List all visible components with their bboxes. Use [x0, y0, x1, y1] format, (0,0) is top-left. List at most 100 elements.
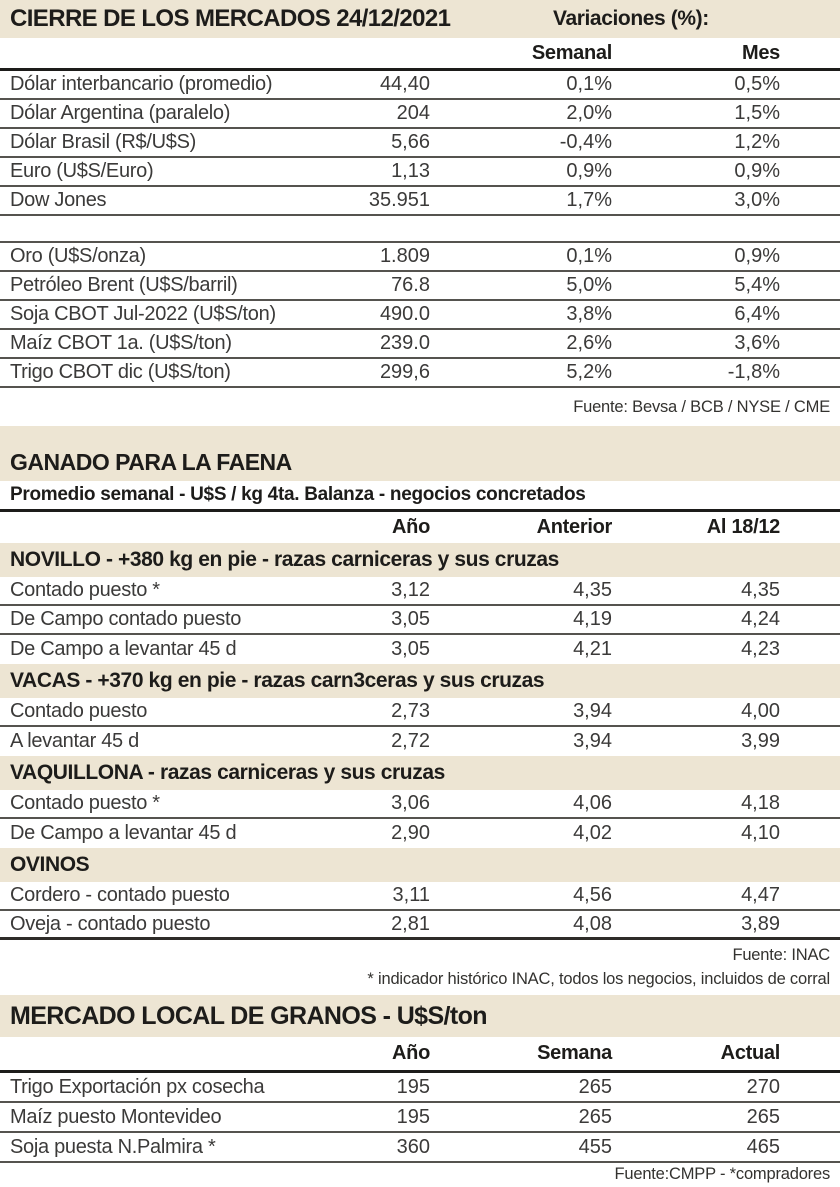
- row-semanal: 2,6%: [566, 332, 612, 354]
- row-label: Cordero - contado puesto: [10, 884, 230, 906]
- row-label: Dólar interbancario (promedio): [10, 73, 273, 95]
- ganado-source: Fuente: INAC: [732, 946, 830, 964]
- table-row: Trigo Exportación px cosecha 195 265 270: [0, 1073, 840, 1103]
- row-value: 5,66: [391, 131, 430, 153]
- row-label: De Campo a levantar 45 d: [10, 638, 237, 660]
- row-actual: 465: [746, 1135, 780, 1158]
- row-ano: 195: [396, 1105, 430, 1128]
- column-header-al1812: Al 18/12: [706, 516, 781, 538]
- row-al1812: 4,00: [741, 700, 780, 722]
- table-row: Cordero - contado puesto 3,11 4,56 4,47: [0, 882, 840, 911]
- granos-title: MERCADO LOCAL DE GRANOS - U$S/ton: [10, 1001, 488, 1030]
- row-al1812: 4,24: [741, 608, 780, 630]
- row-anterior: 4,08: [573, 912, 612, 935]
- row-al1812: 4,35: [741, 579, 780, 601]
- table-row: Soja puesta N.Palmira * 360 455 465: [0, 1133, 840, 1163]
- row-anterior: 4,35: [573, 579, 612, 601]
- row-label: Soja CBOT Jul-2022 (U$S/ton): [10, 303, 276, 325]
- variaciones-label: Variaciones (%):: [553, 7, 709, 30]
- row-al1812: 3,89: [741, 912, 780, 935]
- row-label: Contado puesto: [10, 700, 148, 722]
- row-value: 76.8: [391, 274, 430, 296]
- table-row: Euro (U$S/Euro) 1,13 0,9% 0,9%: [0, 158, 840, 187]
- subsection-header-vaquillona: VAQUILLONA - razas carniceras y sus cruz…: [0, 756, 840, 790]
- row-ano: 2,81: [391, 912, 430, 935]
- row-anterior: 3,94: [573, 700, 612, 722]
- ganado-section: GANADO PARA LA FAENA Promedio semanal - …: [0, 444, 840, 995]
- row-al1812: 4,47: [741, 884, 780, 906]
- row-al1812: 3,99: [741, 730, 780, 752]
- row-label: Contado puesto *: [10, 579, 160, 601]
- row-semanal: 0,1%: [566, 73, 612, 95]
- row-label: Maíz puesto Montevideo: [10, 1105, 222, 1128]
- column-header-ano: Año: [392, 1042, 430, 1064]
- row-label: De Campo a levantar 45 d: [10, 822, 237, 844]
- row-ano: 3,05: [391, 638, 430, 660]
- ganado-title: GANADO PARA LA FAENA: [10, 449, 292, 475]
- markets-column-header: Semanal Mes: [0, 38, 840, 71]
- row-anterior: 3,94: [573, 730, 612, 752]
- row-label: Maíz CBOT 1a. (U$S/ton): [10, 332, 232, 354]
- ganado-subtitle-band: Promedio semanal - U$S / kg 4ta. Balanza…: [0, 481, 840, 512]
- row-mes: 3,6%: [734, 332, 780, 354]
- row-semanal: 5,0%: [566, 274, 612, 296]
- row-value: 35.951: [368, 189, 430, 211]
- granos-column-header: Año Semana Actual: [0, 1037, 840, 1073]
- row-anterior: 4,06: [573, 792, 612, 814]
- row-label: Dow Jones: [10, 189, 107, 211]
- row-label: Oro (U$S/onza): [10, 245, 146, 267]
- table-row: Petróleo Brent (U$S/barril) 76.8 5,0% 5,…: [0, 272, 840, 301]
- row-semanal: 5,2%: [566, 361, 612, 383]
- row-label: Petróleo Brent (U$S/barril): [10, 274, 238, 296]
- table-row: A levantar 45 d 2,72 3,94 3,99: [0, 727, 840, 756]
- table-row: De Campo a levantar 45 d 2,90 4,02 4,10: [0, 819, 840, 848]
- table-row: Oro (U$S/onza) 1.809 0,1% 0,9%: [0, 243, 840, 272]
- row-value: 1.809: [379, 245, 430, 267]
- table-row: Contado puesto * 3,06 4,06 4,18: [0, 790, 840, 819]
- row-semanal: 0,9%: [566, 160, 612, 182]
- granos-source: Fuente:CMPP - *compradores: [614, 1165, 830, 1183]
- row-ano: 2,90: [391, 822, 430, 844]
- row-value: 239.0: [379, 332, 430, 354]
- table-row: Oveja - contado puesto 2,81 4,08 3,89: [0, 911, 840, 940]
- ganado-subtitle: Promedio semanal - U$S / kg 4ta. Balanza…: [10, 484, 586, 505]
- markets-section: CIERRE DE LOS MERCADOS 24/12/2021 Variac…: [0, 0, 840, 426]
- table-row: Soja CBOT Jul-2022 (U$S/ton) 490.0 3,8% …: [0, 301, 840, 330]
- row-ano: 3,05: [391, 608, 430, 630]
- row-semanal: 0,1%: [566, 245, 612, 267]
- row-label: Soja puesta N.Palmira *: [10, 1135, 216, 1158]
- row-semanal: 3,8%: [566, 303, 612, 325]
- ganado-column-header: Año Anterior Al 18/12: [0, 512, 840, 543]
- column-header-semana: Semana: [537, 1042, 612, 1064]
- table-row: De Campo a levantar 45 d 3,05 4,21 4,23: [0, 635, 840, 664]
- row-value: 44,40: [379, 73, 430, 95]
- subsection-header-vacas: VACAS - +370 kg en pie - razas carn3cera…: [0, 664, 840, 698]
- column-header-mes: Mes: [741, 41, 780, 64]
- row-value: 204: [396, 102, 430, 124]
- row-al1812: 4,10: [741, 822, 780, 844]
- row-semanal: 2,0%: [566, 102, 612, 124]
- group-spacer: [0, 216, 840, 243]
- row-ano: 3,06: [391, 792, 430, 814]
- row-semanal: 1,7%: [566, 189, 612, 211]
- row-value: 1,13: [391, 160, 430, 182]
- table-row: Maíz CBOT 1a. (U$S/ton) 239.0 2,6% 3,6%: [0, 330, 840, 359]
- row-label: De Campo contado puesto: [10, 608, 242, 630]
- row-label: Euro (U$S/Euro): [10, 160, 154, 182]
- subsection-header-novillo: NOVILLO - +380 kg en pie - razas carnice…: [0, 543, 840, 577]
- row-value: 490.0: [379, 303, 430, 325]
- table-row: De Campo contado puesto 3,05 4,19 4,24: [0, 606, 840, 635]
- column-header-ano: Año: [392, 516, 430, 538]
- row-ano: 3,11: [392, 884, 430, 906]
- row-mes: 0,9%: [734, 160, 780, 182]
- column-header-anterior: Anterior: [536, 516, 613, 538]
- row-ano: 3,12: [391, 579, 430, 601]
- row-value: 299,6: [379, 361, 430, 383]
- table-row: Maíz puesto Montevideo 195 265 265: [0, 1103, 840, 1133]
- markets-title: CIERRE DE LOS MERCADOS 24/12/2021: [10, 5, 451, 32]
- row-label: A levantar 45 d: [10, 730, 139, 752]
- row-label: Oveja - contado puesto: [10, 912, 211, 935]
- row-label: Trigo CBOT dic (U$S/ton): [10, 361, 231, 383]
- markets-title-band: CIERRE DE LOS MERCADOS 24/12/2021 Variac…: [0, 0, 840, 38]
- ganado-footnote: * indicador histórico INAC, todos los ne…: [367, 970, 830, 988]
